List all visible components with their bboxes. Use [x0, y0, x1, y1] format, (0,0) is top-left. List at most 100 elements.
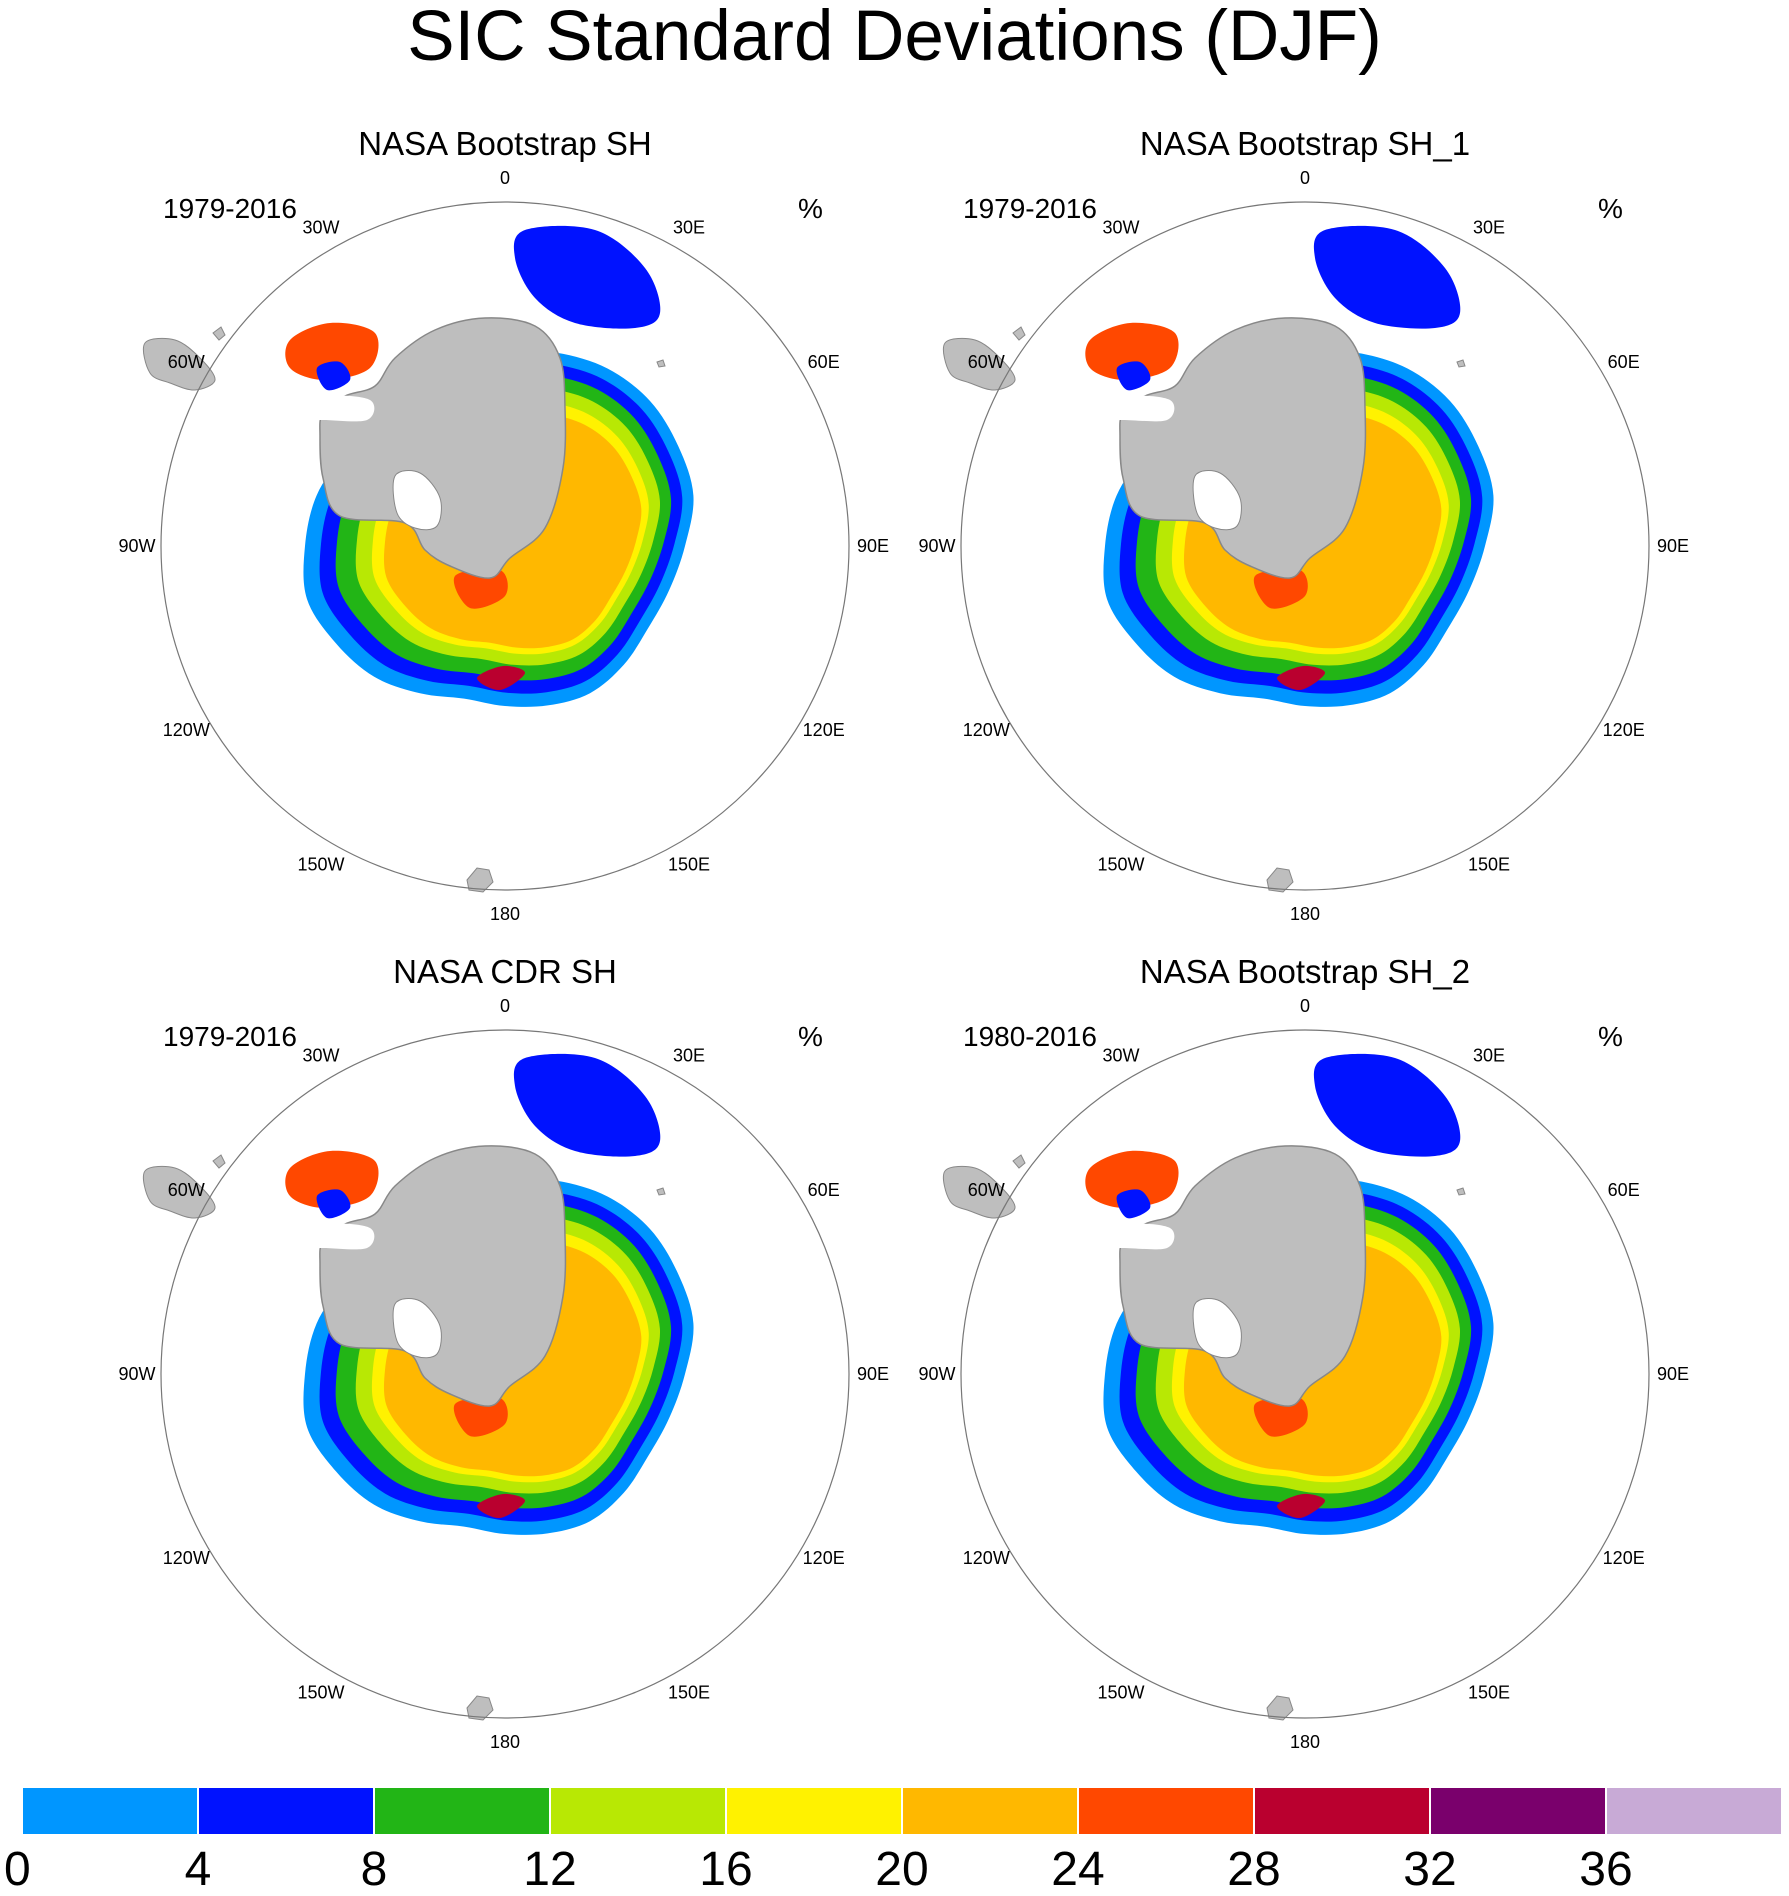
- longitude-label: 120W: [163, 1548, 210, 1568]
- longitude-label: 150W: [1097, 855, 1144, 875]
- colorbar-segment: [550, 1787, 726, 1835]
- panel-title: NASA CDR SH: [393, 953, 617, 990]
- longitude-label: 180: [490, 1732, 520, 1752]
- falkland-islands: [1012, 326, 1026, 341]
- new-zealand-land: [1266, 867, 1294, 893]
- south-america-land: [942, 1165, 1016, 1219]
- panel-title: NASA Bootstrap SH: [358, 125, 652, 162]
- colorbar-segment: [22, 1787, 198, 1835]
- longitude-label: 60W: [968, 1180, 1005, 1200]
- hotspot-east: [476, 1493, 526, 1519]
- colorbar-tick-label: 16: [699, 1843, 753, 1896]
- colorbar-tick-label: 36: [1579, 1843, 1633, 1896]
- longitude-label: 180: [490, 904, 520, 924]
- panel-nasa-bootstrap-sh-1: NASA Bootstrap SH_1 1979-2016 % 0 30E 60E 9…: [905, 118, 1705, 925]
- longitude-label: 150E: [1468, 855, 1510, 875]
- panel-title: NASA Bootstrap SH_1: [1139, 125, 1471, 162]
- hotspot-weddell: [285, 322, 379, 380]
- longitude-label: 0: [500, 168, 510, 188]
- longitude-label: 120E: [1603, 1548, 1645, 1568]
- longitude-label: 180: [1290, 1732, 1320, 1752]
- longitude-label: 30E: [1473, 1045, 1505, 1065]
- map-boundary: [160, 201, 850, 891]
- polar-map: 0 30E 60E 90E 120E 150E 180 150W 120W 90W 60W 30W: [118, 996, 889, 1752]
- kerguelen-island: [1456, 359, 1466, 368]
- map-boundary: [960, 1029, 1650, 1719]
- longitude-label: 90E: [1657, 536, 1689, 556]
- weddell-shelf: [1082, 1223, 1175, 1252]
- low-sd-patch: [1313, 225, 1461, 329]
- weddell-shelf: [282, 1223, 375, 1252]
- longitude-label: 30W: [1102, 217, 1139, 237]
- new-zealand-land: [1266, 1695, 1294, 1721]
- falkland-islands: [212, 326, 226, 341]
- unit-label: %: [1598, 1021, 1623, 1052]
- weddell-pocket: [316, 361, 351, 391]
- south-america-land: [142, 1165, 216, 1219]
- longitude-label: 150E: [668, 1683, 710, 1703]
- colorbar-segment: [1606, 1787, 1782, 1835]
- low-sd-patch: [1313, 1053, 1461, 1157]
- hotspot-ross: [453, 568, 508, 609]
- colorbar-tick-label: 32: [1403, 1843, 1457, 1896]
- longitude-label: 30E: [1473, 217, 1505, 237]
- hotspot-east: [1276, 1493, 1326, 1519]
- kerguelen-island: [656, 359, 666, 368]
- colorbar-tick-label: 12: [523, 1843, 577, 1896]
- longitude-label: 90E: [1657, 1364, 1689, 1384]
- panel-nasa-cdr-sh: NASA CDR SH 1979-2016 % 0 30E 60E 90E 120E 15…: [105, 946, 905, 1753]
- hotspot-ross: [1253, 1396, 1308, 1437]
- longitude-label: 150E: [1468, 1683, 1510, 1703]
- longitude-label: 120E: [803, 1548, 845, 1568]
- page-title: SIC Standard Deviations (DJF): [407, 0, 1382, 76]
- colorbar-tick-label: 8: [360, 1843, 388, 1896]
- map-boundary: [960, 201, 1650, 891]
- unit-label: %: [798, 1021, 823, 1052]
- period-label: 1979-2016: [163, 193, 297, 224]
- longitude-label: 90W: [118, 536, 155, 556]
- colorbar-segment: [198, 1787, 374, 1835]
- falkland-islands: [212, 1154, 226, 1169]
- unit-label: %: [1598, 193, 1623, 224]
- longitude-label: 90E: [857, 1364, 889, 1384]
- hotspot-weddell: [1085, 1150, 1179, 1208]
- longitude-label: 120E: [803, 720, 845, 740]
- longitude-label: 120W: [963, 720, 1010, 740]
- ross-ice-shelf: [1192, 470, 1242, 531]
- longitude-label: 90W: [918, 1364, 955, 1384]
- period-label: 1979-2016: [163, 1021, 297, 1052]
- longitude-label: 0: [1300, 996, 1310, 1016]
- hotspot-east: [1276, 665, 1326, 691]
- longitude-label: 0: [500, 996, 510, 1016]
- longitude-label: 60E: [808, 352, 840, 372]
- colorbar-segment: [1078, 1787, 1254, 1835]
- hotspot-east: [476, 665, 526, 691]
- colorbar-segment: [726, 1787, 902, 1835]
- map-boundary: [160, 1029, 850, 1719]
- south-america-land: [142, 337, 216, 391]
- ross-ice-shelf: [392, 470, 442, 531]
- longitude-label: 60W: [968, 352, 1005, 372]
- ross-ice-shelf: [1192, 1298, 1242, 1359]
- kerguelen-island: [1456, 1187, 1466, 1196]
- falkland-islands: [1012, 1154, 1026, 1169]
- panel-nasa-bootstrap-sh-2: NASA Bootstrap SH_2 1980-2016 % 0 30E 60E 9…: [905, 946, 1705, 1753]
- longitude-label: 180: [1290, 904, 1320, 924]
- ross-ice-shelf: [392, 1298, 442, 1359]
- longitude-label: 60W: [168, 352, 205, 372]
- longitude-label: 60E: [1608, 352, 1640, 372]
- hotspot-weddell: [285, 1150, 379, 1208]
- weddell-pocket: [316, 1189, 351, 1219]
- longitude-label: 150W: [297, 1683, 344, 1703]
- longitude-label: 150W: [1097, 1683, 1144, 1703]
- colorbar-segment: [1430, 1787, 1606, 1835]
- longitude-label: 60E: [808, 1180, 840, 1200]
- colorbar-tick-label: 4: [184, 1843, 212, 1896]
- hotspot-ross: [1253, 568, 1308, 609]
- period-label: 1980-2016: [963, 1021, 1097, 1052]
- weddell-shelf: [282, 395, 375, 424]
- weddell-shelf: [1082, 395, 1175, 424]
- panel-nasa-bootstrap-sh: NASA Bootstrap SH 1979-2016 % 0 30E 60E 90E…: [105, 118, 905, 925]
- south-america-land: [942, 337, 1016, 391]
- polar-map: 0 30E 60E 90E 120E 150E 180 150W 120W 90W 60W 30W: [118, 168, 889, 924]
